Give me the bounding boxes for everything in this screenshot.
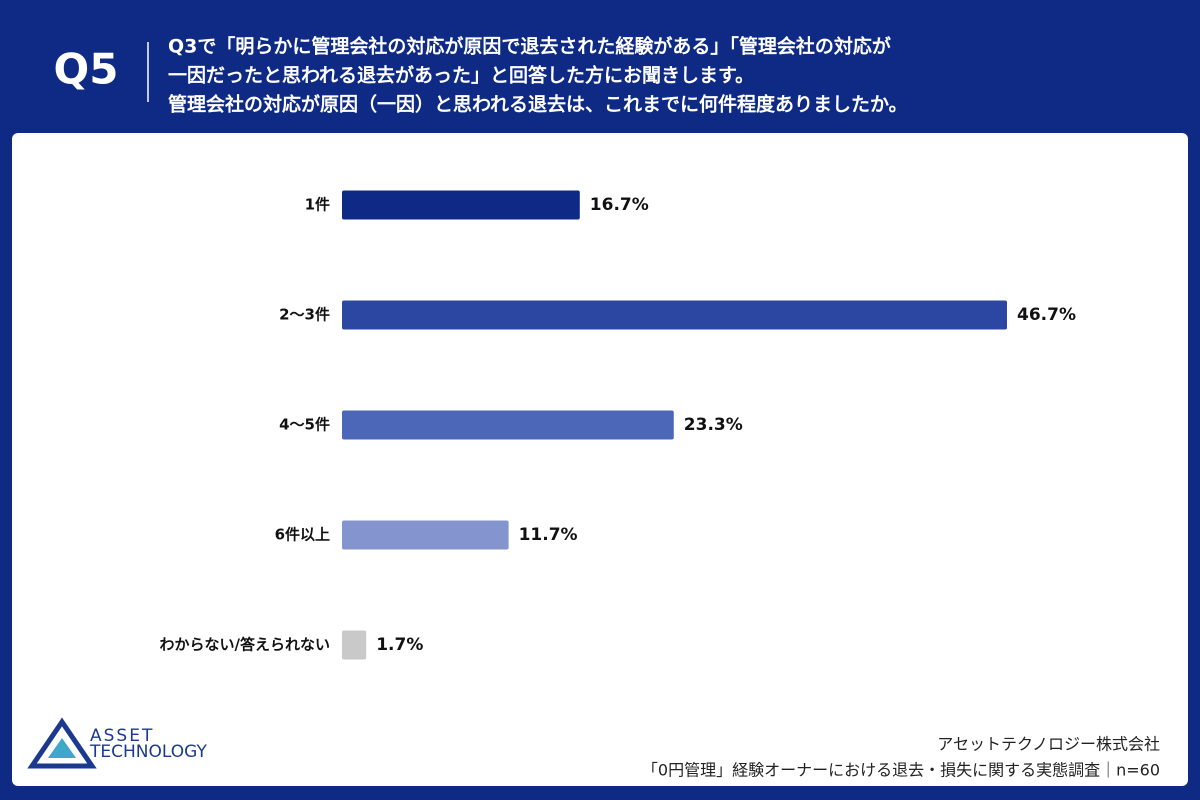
logo-mark [27, 717, 97, 769]
value-label: 46.7% [1017, 305, 1076, 325]
source: 「0円管理」経験オーナーにおける退去・損失に関する実態調査｜n=60 [642, 761, 1160, 780]
category-label: 4〜5件 [279, 416, 330, 434]
logo-text: TECHNOLOGY [89, 742, 207, 762]
category-label: わからない/答えられない [160, 636, 330, 654]
panel [12, 133, 1188, 786]
logo-text: ASSET [90, 726, 154, 746]
logo: ASSET TECHNOLOGY [27, 717, 207, 769]
bar [342, 520, 509, 550]
logo-mark [48, 738, 76, 758]
title-line: Q3で「明らかに管理会社の対応が原因で退去された経験がある」「管理会社の対応が [168, 35, 891, 58]
bar [342, 410, 674, 440]
bar [342, 190, 580, 220]
bar [342, 630, 367, 660]
bar [342, 300, 1007, 330]
title-line: 管理会社の対応が原因（一因）と思われる退去は、これまでに何件程度ありましたか。 [168, 93, 908, 116]
title-line: 一因だったと思われる退去があった」と回答した方にお聞きします。 [168, 64, 754, 87]
value-label: 11.7% [519, 525, 578, 545]
category-label: 2〜3件 [279, 306, 330, 324]
value-label: 16.7% [590, 195, 649, 215]
category-label: 1件 [305, 196, 330, 214]
value-label: 1.7% [376, 635, 423, 655]
value-label: 23.3% [684, 415, 743, 435]
source: アセットテクノロジー株式会社 [937, 735, 1160, 754]
question-label: Q5 [54, 45, 119, 94]
category-label: 6件以上 [275, 526, 330, 544]
